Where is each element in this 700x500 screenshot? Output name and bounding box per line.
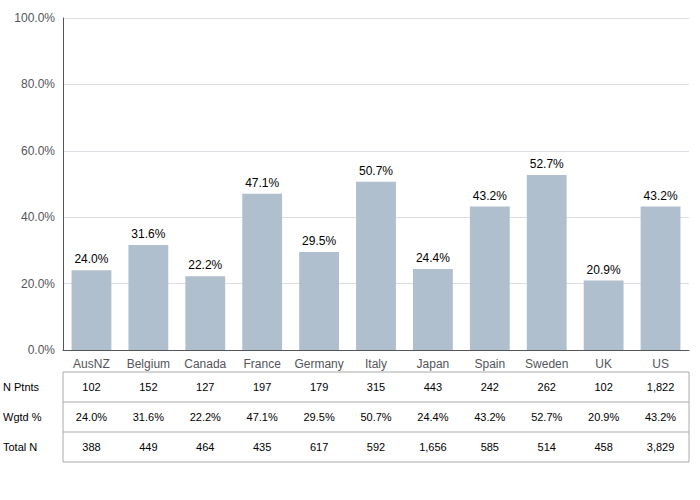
svg-text:N Ptnts: N Ptnts [3,381,40,393]
svg-text:50.7%: 50.7% [360,411,391,423]
svg-text:40.0%: 40.0% [21,210,55,224]
svg-text:47.1%: 47.1% [247,411,278,423]
svg-text:24.4%: 24.4% [416,251,450,265]
svg-text:179: 179 [310,381,328,393]
svg-text:315: 315 [367,381,385,393]
svg-text:585: 585 [481,441,499,453]
svg-text:24.4%: 24.4% [417,411,448,423]
svg-text:50.7%: 50.7% [359,164,393,178]
svg-text:514: 514 [538,441,556,453]
svg-text:449: 449 [139,441,157,453]
svg-text:29.5%: 29.5% [303,411,334,423]
svg-text:20.0%: 20.0% [21,277,55,291]
svg-text:Belgium: Belgium [127,357,170,371]
svg-text:100.0%: 100.0% [14,11,55,25]
svg-text:22.2%: 22.2% [188,258,222,272]
svg-text:443: 443 [424,381,442,393]
svg-text:242: 242 [481,381,499,393]
svg-text:60.0%: 60.0% [21,144,55,158]
svg-text:592: 592 [367,441,385,453]
svg-text:43.2%: 43.2% [645,411,676,423]
svg-text:AusNZ: AusNZ [73,357,110,371]
svg-text:464: 464 [196,441,214,453]
svg-text:80.0%: 80.0% [21,77,55,91]
svg-text:24.0%: 24.0% [74,252,108,266]
svg-text:43.2%: 43.2% [644,189,678,203]
svg-text:UK: UK [595,357,612,371]
svg-text:Canada: Canada [184,357,226,371]
svg-text:31.6%: 31.6% [131,227,165,241]
svg-text:127: 127 [196,381,214,393]
svg-text:Wgtd %: Wgtd % [3,411,42,423]
svg-text:388: 388 [82,441,100,453]
svg-text:52.7%: 52.7% [530,157,564,171]
svg-text:Spain: Spain [474,357,505,371]
svg-text:1,822: 1,822 [647,381,675,393]
svg-text:Italy: Italy [365,357,387,371]
svg-text:3,829: 3,829 [647,441,675,453]
svg-text:458: 458 [594,441,612,453]
svg-text:20.9%: 20.9% [588,411,619,423]
svg-text:435: 435 [253,441,271,453]
svg-text:Germany: Germany [294,357,343,371]
svg-text:1,656: 1,656 [419,441,447,453]
svg-text:47.1%: 47.1% [245,176,279,190]
svg-text:152: 152 [139,381,157,393]
svg-text:0.0%: 0.0% [28,343,56,357]
svg-text:102: 102 [82,381,100,393]
svg-text:52.7%: 52.7% [531,411,562,423]
svg-text:22.2%: 22.2% [190,411,221,423]
svg-text:102: 102 [594,381,612,393]
svg-text:24.0%: 24.0% [76,411,107,423]
svg-text:France: France [244,357,282,371]
svg-text:43.2%: 43.2% [474,411,505,423]
svg-text:262: 262 [538,381,556,393]
svg-text:197: 197 [253,381,271,393]
svg-text:Japan: Japan [417,357,450,371]
svg-text:Total N: Total N [3,441,37,453]
svg-text:20.9%: 20.9% [587,263,621,277]
svg-text:29.5%: 29.5% [302,234,336,248]
svg-text:43.2%: 43.2% [473,189,507,203]
svg-text:Sweden: Sweden [525,357,568,371]
svg-text:617: 617 [310,441,328,453]
svg-text:31.6%: 31.6% [133,411,164,423]
svg-text:US: US [652,357,669,371]
